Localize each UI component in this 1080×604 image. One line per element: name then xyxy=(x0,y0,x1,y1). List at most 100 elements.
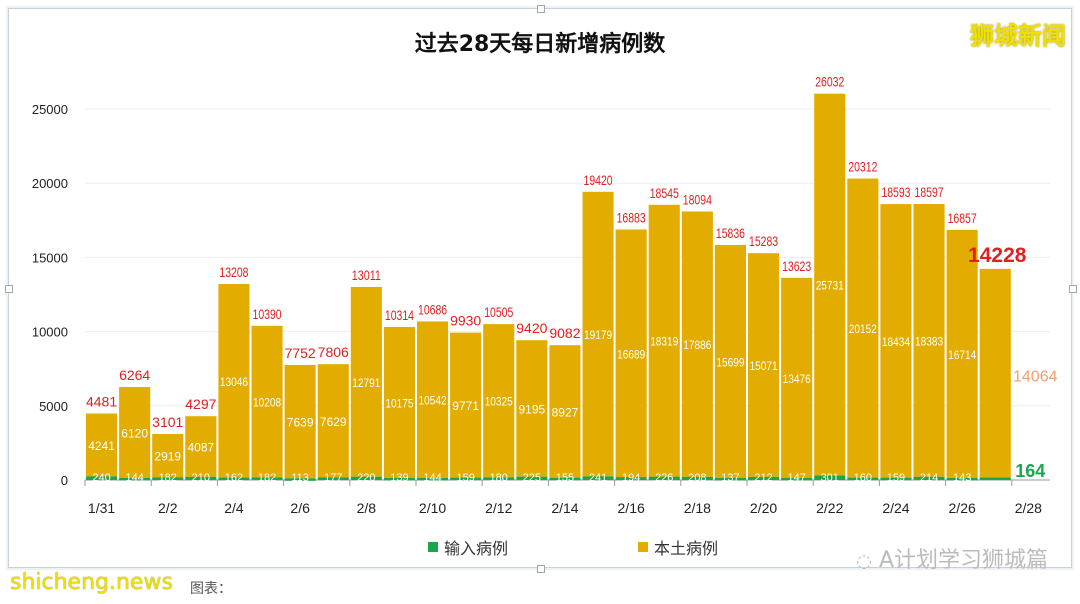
total-label: 18597 xyxy=(915,184,944,200)
bar-local xyxy=(681,211,713,477)
total-label: 9420 xyxy=(516,320,547,336)
bar-local xyxy=(218,283,250,478)
bar-imported xyxy=(218,477,250,481)
bar-imported xyxy=(251,477,283,480)
bar-imported xyxy=(714,477,746,481)
local-label: 10325 xyxy=(485,395,513,409)
bar-local xyxy=(913,204,945,477)
imported-label: 214 xyxy=(920,472,938,484)
x-tick-label: 2/24 xyxy=(882,500,909,516)
bar-imported xyxy=(284,478,316,481)
bar-local xyxy=(450,332,482,478)
x-tick-label: 2/22 xyxy=(816,500,843,516)
total-label: 7752 xyxy=(285,345,316,361)
total-label: 13208 xyxy=(219,264,248,280)
y-tick-label: 25000 xyxy=(32,102,68,117)
local-label: 20152 xyxy=(849,322,877,336)
imported-label: 159 xyxy=(456,472,474,484)
local-label: 4241 xyxy=(88,439,115,453)
chart-title: 过去28天每日新增病例数 xyxy=(414,32,666,57)
caption: 图表： xyxy=(190,581,232,597)
total-label: 19420 xyxy=(584,172,613,188)
imported-label: 164 xyxy=(1015,461,1045,481)
x-tick-label: 2/12 xyxy=(485,500,512,516)
bar-imported xyxy=(814,475,846,480)
local-label: 15071 xyxy=(750,359,778,373)
bar-imported xyxy=(880,477,912,481)
legend-item-imported: 输入病例 xyxy=(428,535,508,559)
bar-local xyxy=(549,345,581,478)
total-label: 4297 xyxy=(185,396,216,412)
legend-label: 输入病例 xyxy=(444,539,509,558)
imported-label: 180 xyxy=(490,472,508,484)
imported-label: 301 xyxy=(821,472,839,484)
bar-local xyxy=(417,321,449,478)
bar-local xyxy=(714,244,746,478)
bar-local xyxy=(516,340,548,477)
total-label: 10390 xyxy=(253,306,282,322)
bar-local xyxy=(847,178,879,478)
imported-label: 147 xyxy=(787,472,805,484)
total-label: 10505 xyxy=(484,304,513,320)
bar-local xyxy=(152,433,184,478)
imported-label: 182 xyxy=(159,472,177,484)
bar-imported xyxy=(383,477,415,481)
local-label: 2919 xyxy=(154,450,181,464)
imported-label: 194 xyxy=(622,472,640,484)
bar-local xyxy=(748,253,780,477)
watermark-top: 狮城新闻 xyxy=(970,22,1066,50)
bar-imported xyxy=(582,476,614,480)
bar-imported xyxy=(781,477,813,481)
imported-label: 240 xyxy=(92,472,110,484)
resize-handle[interactable] xyxy=(5,285,13,293)
local-label: 18434 xyxy=(882,335,910,349)
x-tick-label: 2/2 xyxy=(158,500,178,516)
bar-local xyxy=(383,326,415,478)
local-label: 4087 xyxy=(187,441,214,455)
local-label: 13046 xyxy=(220,375,248,389)
imported-label: 139 xyxy=(390,472,408,484)
imported-label: 208 xyxy=(688,472,706,484)
resize-handle[interactable] xyxy=(537,565,545,573)
x-tick-label: 2/16 xyxy=(618,500,645,516)
total-label: 20312 xyxy=(848,159,877,175)
total-label: 15836 xyxy=(716,225,745,241)
local-label: 19179 xyxy=(584,328,612,342)
legend-swatch xyxy=(428,542,438,552)
bar-imported xyxy=(450,477,482,481)
x-tick-label: 2/18 xyxy=(684,500,711,516)
bar-local xyxy=(483,324,515,478)
bar-local xyxy=(946,229,978,478)
imported-label: 143 xyxy=(953,472,971,484)
bar-local xyxy=(582,191,614,477)
bar-imported xyxy=(648,476,680,480)
bar-local xyxy=(350,286,382,477)
y-tick-label: 15000 xyxy=(32,250,68,265)
bar-local xyxy=(251,325,283,478)
local-label: 10208 xyxy=(253,396,281,410)
total-label: 9930 xyxy=(450,313,481,329)
wechat-icon: ◌ xyxy=(856,551,872,572)
resize-handle[interactable] xyxy=(537,5,545,13)
x-tick-label: 2/4 xyxy=(224,500,244,516)
bar-imported xyxy=(119,477,151,481)
total-label: 6264 xyxy=(119,367,150,383)
imported-label: 241 xyxy=(589,472,607,484)
total-label: 9082 xyxy=(549,325,580,341)
bar-local xyxy=(284,364,316,479)
imported-label: 155 xyxy=(556,472,574,484)
local-label: 7639 xyxy=(287,416,314,430)
y-tick-label: 20000 xyxy=(32,176,68,191)
bar-local xyxy=(814,93,846,476)
watermark-text: A计划学习狮城篇 xyxy=(878,548,1048,573)
bar-local xyxy=(317,364,349,478)
resize-handle[interactable] xyxy=(1069,285,1077,293)
bar-imported xyxy=(417,477,449,481)
legend-label: 本土病例 xyxy=(654,539,719,558)
local-label: 15699 xyxy=(716,355,744,369)
local-label: 7629 xyxy=(320,415,347,429)
bar-local xyxy=(648,204,680,477)
imported-label: 177 xyxy=(324,472,342,484)
bar-imported xyxy=(681,476,713,480)
total-label: 26032 xyxy=(815,74,844,90)
